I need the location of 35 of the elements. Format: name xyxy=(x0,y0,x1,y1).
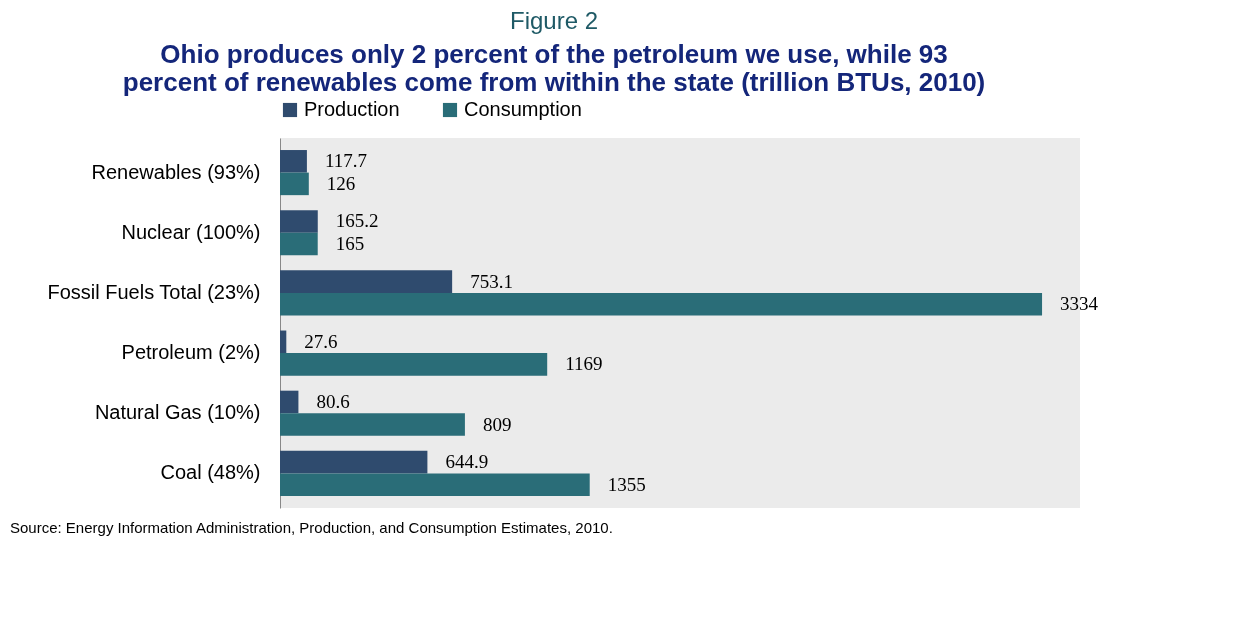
bar xyxy=(280,413,465,436)
data-label: 1169 xyxy=(565,353,603,375)
y-tick-label: Renewables (93%) xyxy=(91,160,261,183)
y-tick-label: Fossil Fuels Total (23%) xyxy=(47,280,261,303)
data-label: 165.2 xyxy=(335,210,379,232)
data-label: 3334 xyxy=(1060,293,1099,315)
y-tick-label: Natural Gas (10%) xyxy=(94,401,261,424)
y-tick-label: Coal (48%) xyxy=(160,461,261,484)
bar xyxy=(280,473,590,496)
source-note: Source: Energy Information Administration, Production, and Consumption Estimates, 2010. xyxy=(10,519,613,536)
data-label: 753.1 xyxy=(470,270,513,292)
data-label: 126 xyxy=(326,172,356,194)
bar xyxy=(280,270,453,293)
data-label: 1355 xyxy=(607,473,646,495)
bar xyxy=(280,150,307,173)
data-label: 117.7 xyxy=(324,150,367,172)
bar xyxy=(280,353,548,376)
bar xyxy=(280,450,428,474)
chart-title: Figure 2 xyxy=(510,7,599,34)
data-label: 644.9 xyxy=(445,451,489,473)
bar xyxy=(280,390,299,414)
bar xyxy=(280,292,1043,316)
data-label: 165 xyxy=(335,233,365,255)
chart-subtitle: Ohio produces only 2 percent of the petroleum we use, while 93 percent of renewables come from within the state (trillion BTUs, 2010) xyxy=(122,39,986,97)
y-tick-label: Petroleum (2%) xyxy=(121,341,261,364)
data-label: 80.6 xyxy=(316,390,350,412)
y-tick-label: Nuclear (100%) xyxy=(121,220,261,243)
data-label: 27.6 xyxy=(304,330,338,352)
bar xyxy=(280,232,318,256)
data-label: 809 xyxy=(482,413,512,435)
bar xyxy=(280,210,318,233)
bar xyxy=(280,172,309,196)
bar xyxy=(280,330,287,354)
legend-label: Production xyxy=(304,98,400,120)
legend-label: Consumption xyxy=(464,98,582,120)
